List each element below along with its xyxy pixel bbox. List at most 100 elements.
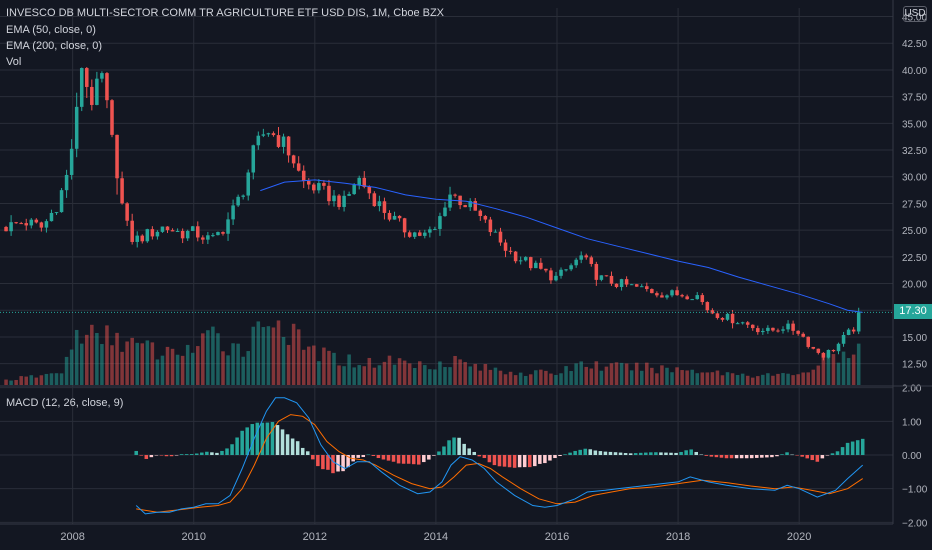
candle-body xyxy=(614,283,619,288)
ema50-legend[interactable]: EMA (50, close, 0) xyxy=(6,24,96,36)
volume-bar xyxy=(125,341,129,385)
candle-body xyxy=(579,255,583,260)
macd-tick-label: −1.00 xyxy=(902,485,928,496)
volume-bar xyxy=(599,370,604,385)
volume-bar xyxy=(281,336,286,385)
volume-bar xyxy=(453,355,457,385)
candle-body xyxy=(493,231,498,233)
currency-button[interactable]: USD xyxy=(903,6,927,22)
volume-bar xyxy=(74,329,79,385)
volume-bar xyxy=(39,375,44,385)
macd-histogram-bar xyxy=(427,455,431,460)
volume-bar xyxy=(135,342,139,385)
ema200-legend[interactable]: EMA (200, close, 0) xyxy=(6,40,102,52)
macd-tick-label: −2.00 xyxy=(902,518,928,529)
volume-bar xyxy=(493,367,498,385)
macd-histogram-bar xyxy=(739,455,744,459)
candle-body xyxy=(54,212,59,214)
volume-bar xyxy=(120,351,124,385)
volume-bar xyxy=(190,352,195,385)
macd-histogram-bar xyxy=(184,454,189,455)
macd-histogram-bar xyxy=(401,455,406,464)
macd-histogram-bar xyxy=(205,451,209,455)
candle-body xyxy=(756,328,760,333)
candle-body xyxy=(150,229,155,237)
volume-bar xyxy=(761,374,765,385)
volume-legend[interactable]: Vol xyxy=(6,56,22,68)
macd-histogram-bar xyxy=(755,455,759,458)
last-price-label: 17.30 xyxy=(894,304,932,319)
candle-body xyxy=(508,250,513,252)
volume-bar xyxy=(695,373,700,385)
time-tick-label: 2010 xyxy=(181,531,205,543)
volume-bar xyxy=(266,326,271,385)
volume-bar xyxy=(821,353,826,385)
volume-bar xyxy=(629,370,634,385)
macd-histogram-bar xyxy=(406,455,411,464)
macd-histogram-bar xyxy=(255,422,260,455)
volume-bar xyxy=(317,361,321,385)
candle-body xyxy=(392,215,397,220)
volume-bar xyxy=(725,372,730,385)
macd-histogram-bar xyxy=(770,455,774,458)
volume-bar xyxy=(231,343,235,385)
volume-bar xyxy=(564,366,568,385)
candle-body xyxy=(9,222,13,232)
macd-histogram-bar xyxy=(311,455,315,460)
volume-bar xyxy=(549,373,553,385)
volume-bar xyxy=(226,355,230,385)
candle-body xyxy=(473,201,478,211)
volume-bar xyxy=(301,349,306,385)
candle-body xyxy=(301,170,306,182)
macd-histogram-bar xyxy=(527,455,532,468)
candle-body xyxy=(357,177,361,185)
candle-body xyxy=(594,263,599,280)
time-tick-label: 2014 xyxy=(424,531,448,543)
candle-body xyxy=(387,212,392,220)
macd-histogram-bar xyxy=(285,434,290,455)
candle-body xyxy=(49,212,54,222)
macd-histogram-bar xyxy=(240,430,244,455)
candle-body xyxy=(241,195,245,197)
volume-bar xyxy=(155,359,160,385)
macd-histogram-bar xyxy=(533,455,537,467)
macd-histogram-bar xyxy=(437,451,441,455)
macd-histogram-bar xyxy=(210,452,214,455)
macd-histogram-bar xyxy=(326,455,330,470)
candle-body xyxy=(34,219,39,223)
volume-bar xyxy=(639,370,644,385)
candle-body xyxy=(135,235,139,242)
candle-body xyxy=(534,262,538,269)
volume-bar xyxy=(417,361,422,385)
macd-tick-label: 2.00 xyxy=(902,384,922,395)
price-tick-label: 27.50 xyxy=(902,199,927,210)
macd-legend[interactable]: MACD (12, 26, close, 9) xyxy=(6,397,124,409)
volume-bar xyxy=(59,373,64,385)
macd-histogram-bar xyxy=(376,455,381,459)
candle-body xyxy=(523,257,528,261)
volume-bar xyxy=(791,375,795,385)
candle-body xyxy=(564,269,568,271)
volume-bar xyxy=(407,363,412,385)
volume-bar xyxy=(498,370,503,385)
candle-body xyxy=(806,336,811,347)
candle-body xyxy=(821,352,826,358)
macd-histogram-bar xyxy=(356,455,360,458)
candle-body xyxy=(771,327,775,331)
candle-body xyxy=(634,284,639,287)
price-tick-label: 42.50 xyxy=(902,39,927,50)
volume-bar xyxy=(720,375,725,385)
candle-body xyxy=(836,343,841,352)
macd-histogram-bar xyxy=(573,450,577,455)
candle-body xyxy=(85,68,89,87)
volume-bar xyxy=(105,325,109,385)
candle-body xyxy=(291,155,296,164)
volume-bar xyxy=(569,371,573,385)
macd-histogram-bar xyxy=(644,452,648,455)
macd-histogram-bar xyxy=(139,455,144,456)
candle-body xyxy=(503,242,508,251)
volume-bar xyxy=(19,376,23,385)
macd-histogram-bar xyxy=(820,455,825,459)
candle-body xyxy=(347,194,351,196)
